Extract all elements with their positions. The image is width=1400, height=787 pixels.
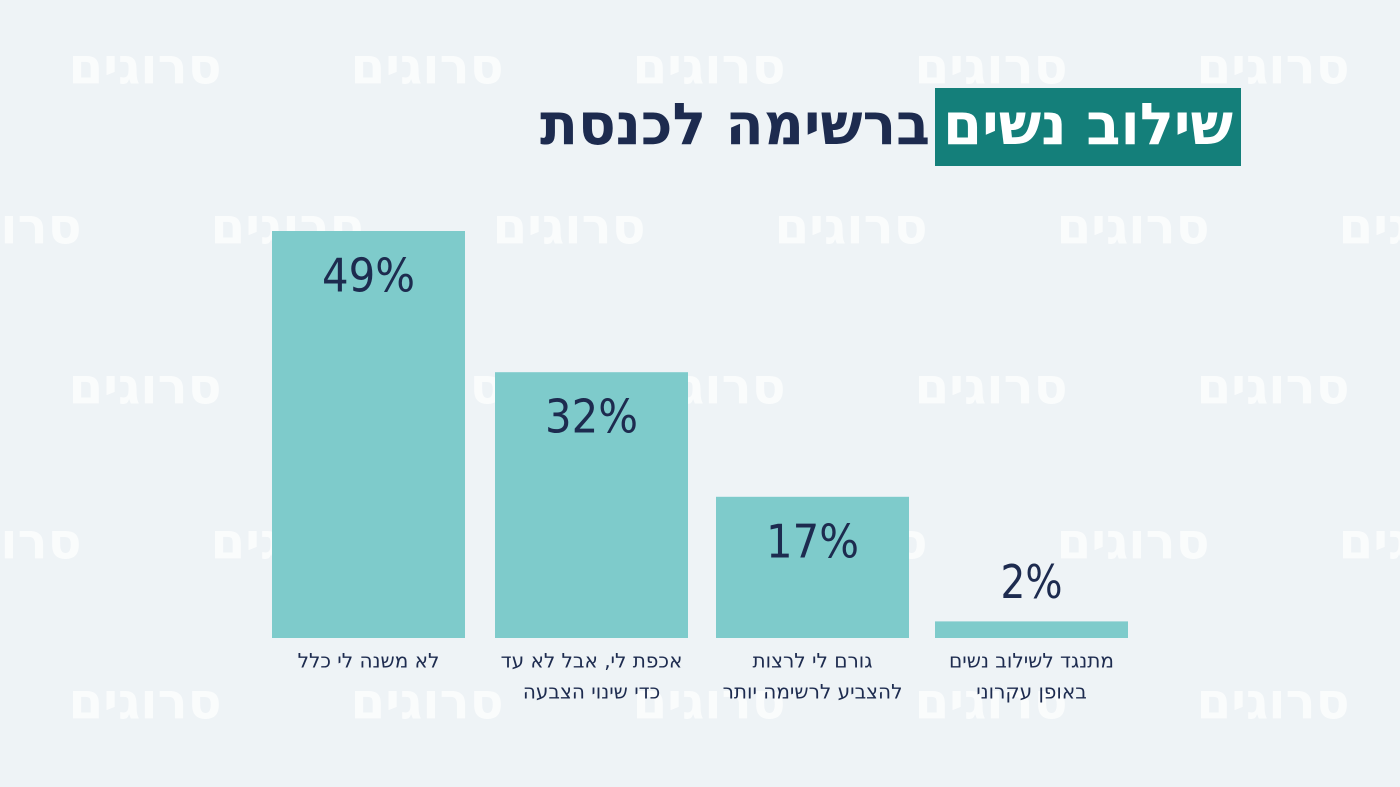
watermark: סרוגים (632, 38, 785, 96)
watermark: סרוגים (68, 673, 221, 731)
watermark: סרוגים (914, 358, 1067, 416)
x-tick-label: מתנגד לשילוב נשים (949, 649, 1114, 673)
watermark: סרוגים (1196, 38, 1349, 96)
x-tick-label: באופן עקרוני (976, 680, 1087, 704)
watermark: סרוגים (1056, 513, 1209, 571)
watermark: סרוגים (68, 358, 221, 416)
watermark: סרוגים (350, 673, 503, 731)
plot: 49% לא משנה לי כלל 32% אכפת לי, אבל לא עד כד… (272, 231, 1128, 704)
chart-title: ברשימה לכנסת (540, 90, 930, 158)
watermark: סרוגים (0, 513, 82, 571)
value-label: 2% (1001, 555, 1063, 609)
watermark: סרוגים (632, 673, 785, 731)
watermark: סרוגים (1196, 358, 1349, 416)
watermark: סרוגים (1338, 513, 1400, 571)
watermark: סרוגים (0, 198, 82, 256)
watermark: סרוגים (492, 198, 645, 256)
watermark: סרוגים (774, 198, 927, 256)
x-tick-label: כדי שינוי הצבעה (523, 680, 660, 704)
x-tick-label: אכפת לי, אבל לא עד (501, 649, 683, 673)
watermark: סרוגים (1338, 198, 1400, 256)
title-highlight (935, 88, 1241, 166)
x-tick-label: גורם לי לרצות (753, 649, 873, 673)
value-label: 17% (766, 514, 859, 568)
bar (935, 621, 1128, 638)
watermark: סרוגים (914, 38, 1067, 96)
bar (272, 231, 465, 638)
value-label: 49% (322, 249, 415, 303)
watermark: סרוגים (914, 673, 1067, 731)
chart-title-highlight: שילוב נשים (943, 90, 1233, 158)
watermark: סרוגים (350, 38, 503, 96)
watermark: סרוגים (1196, 673, 1349, 731)
value-label: 32% (545, 390, 638, 444)
watermark: סרוגים (1056, 198, 1209, 256)
bar (495, 372, 688, 638)
x-tick-label: להצביע לרשימה יותר (723, 680, 903, 704)
x-tick-label: לא משנה לי כלל (298, 649, 440, 673)
watermark: סרוגים (68, 38, 221, 96)
bar (716, 496, 909, 638)
